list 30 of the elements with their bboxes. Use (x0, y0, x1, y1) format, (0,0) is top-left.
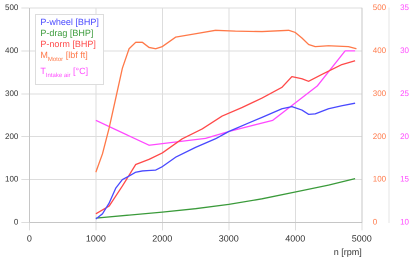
y-tick-label: 0 (14, 218, 19, 227)
y-tick-label: 400 (4, 46, 19, 56)
y3-tick-label: 35 (400, 3, 410, 12)
text: P-wheel [BHP] (40, 17, 99, 28)
y3-tick-label: 10 (400, 218, 410, 227)
x-tick-label: 1000 (86, 233, 106, 244)
x-tick-label: 3000 (218, 233, 239, 244)
y2-tick-label: 0 (372, 218, 378, 227)
y2-tick-label: 100 (372, 174, 387, 184)
y3-tick-label: 30 (400, 46, 410, 56)
text: M$_{Motor}$ [lbf ft] (40, 50, 89, 65)
x-tick-label: 2000 (152, 233, 172, 244)
y2-tick-label: 200 (372, 132, 387, 141)
y-tick-label: 100 (4, 174, 19, 184)
y2-tick-label: 500 (372, 3, 387, 12)
y3-tick-label: 15 (400, 174, 410, 184)
text: T$_{Intake air}$ [°C] (40, 66, 90, 81)
y3-tick-label: 20 (400, 132, 410, 141)
y2-tick-label: 400 (372, 46, 387, 56)
y-tick-label: 300 (4, 88, 19, 98)
x-tick-label: 5000 (352, 233, 372, 244)
y-tick-label: 200 (4, 132, 19, 141)
text: P-norm [BHP] (40, 39, 97, 50)
x-tick-label: 0 (26, 233, 32, 244)
y3-tick-label: 25 (400, 88, 410, 98)
text: P-drag [BHP] (40, 28, 94, 39)
x-tick-label: 4000 (285, 233, 306, 244)
y2-tick-label: 300 (372, 88, 387, 98)
x-axis-title: n [rpm] (334, 247, 362, 258)
y-tick-label: 500 (4, 3, 19, 12)
